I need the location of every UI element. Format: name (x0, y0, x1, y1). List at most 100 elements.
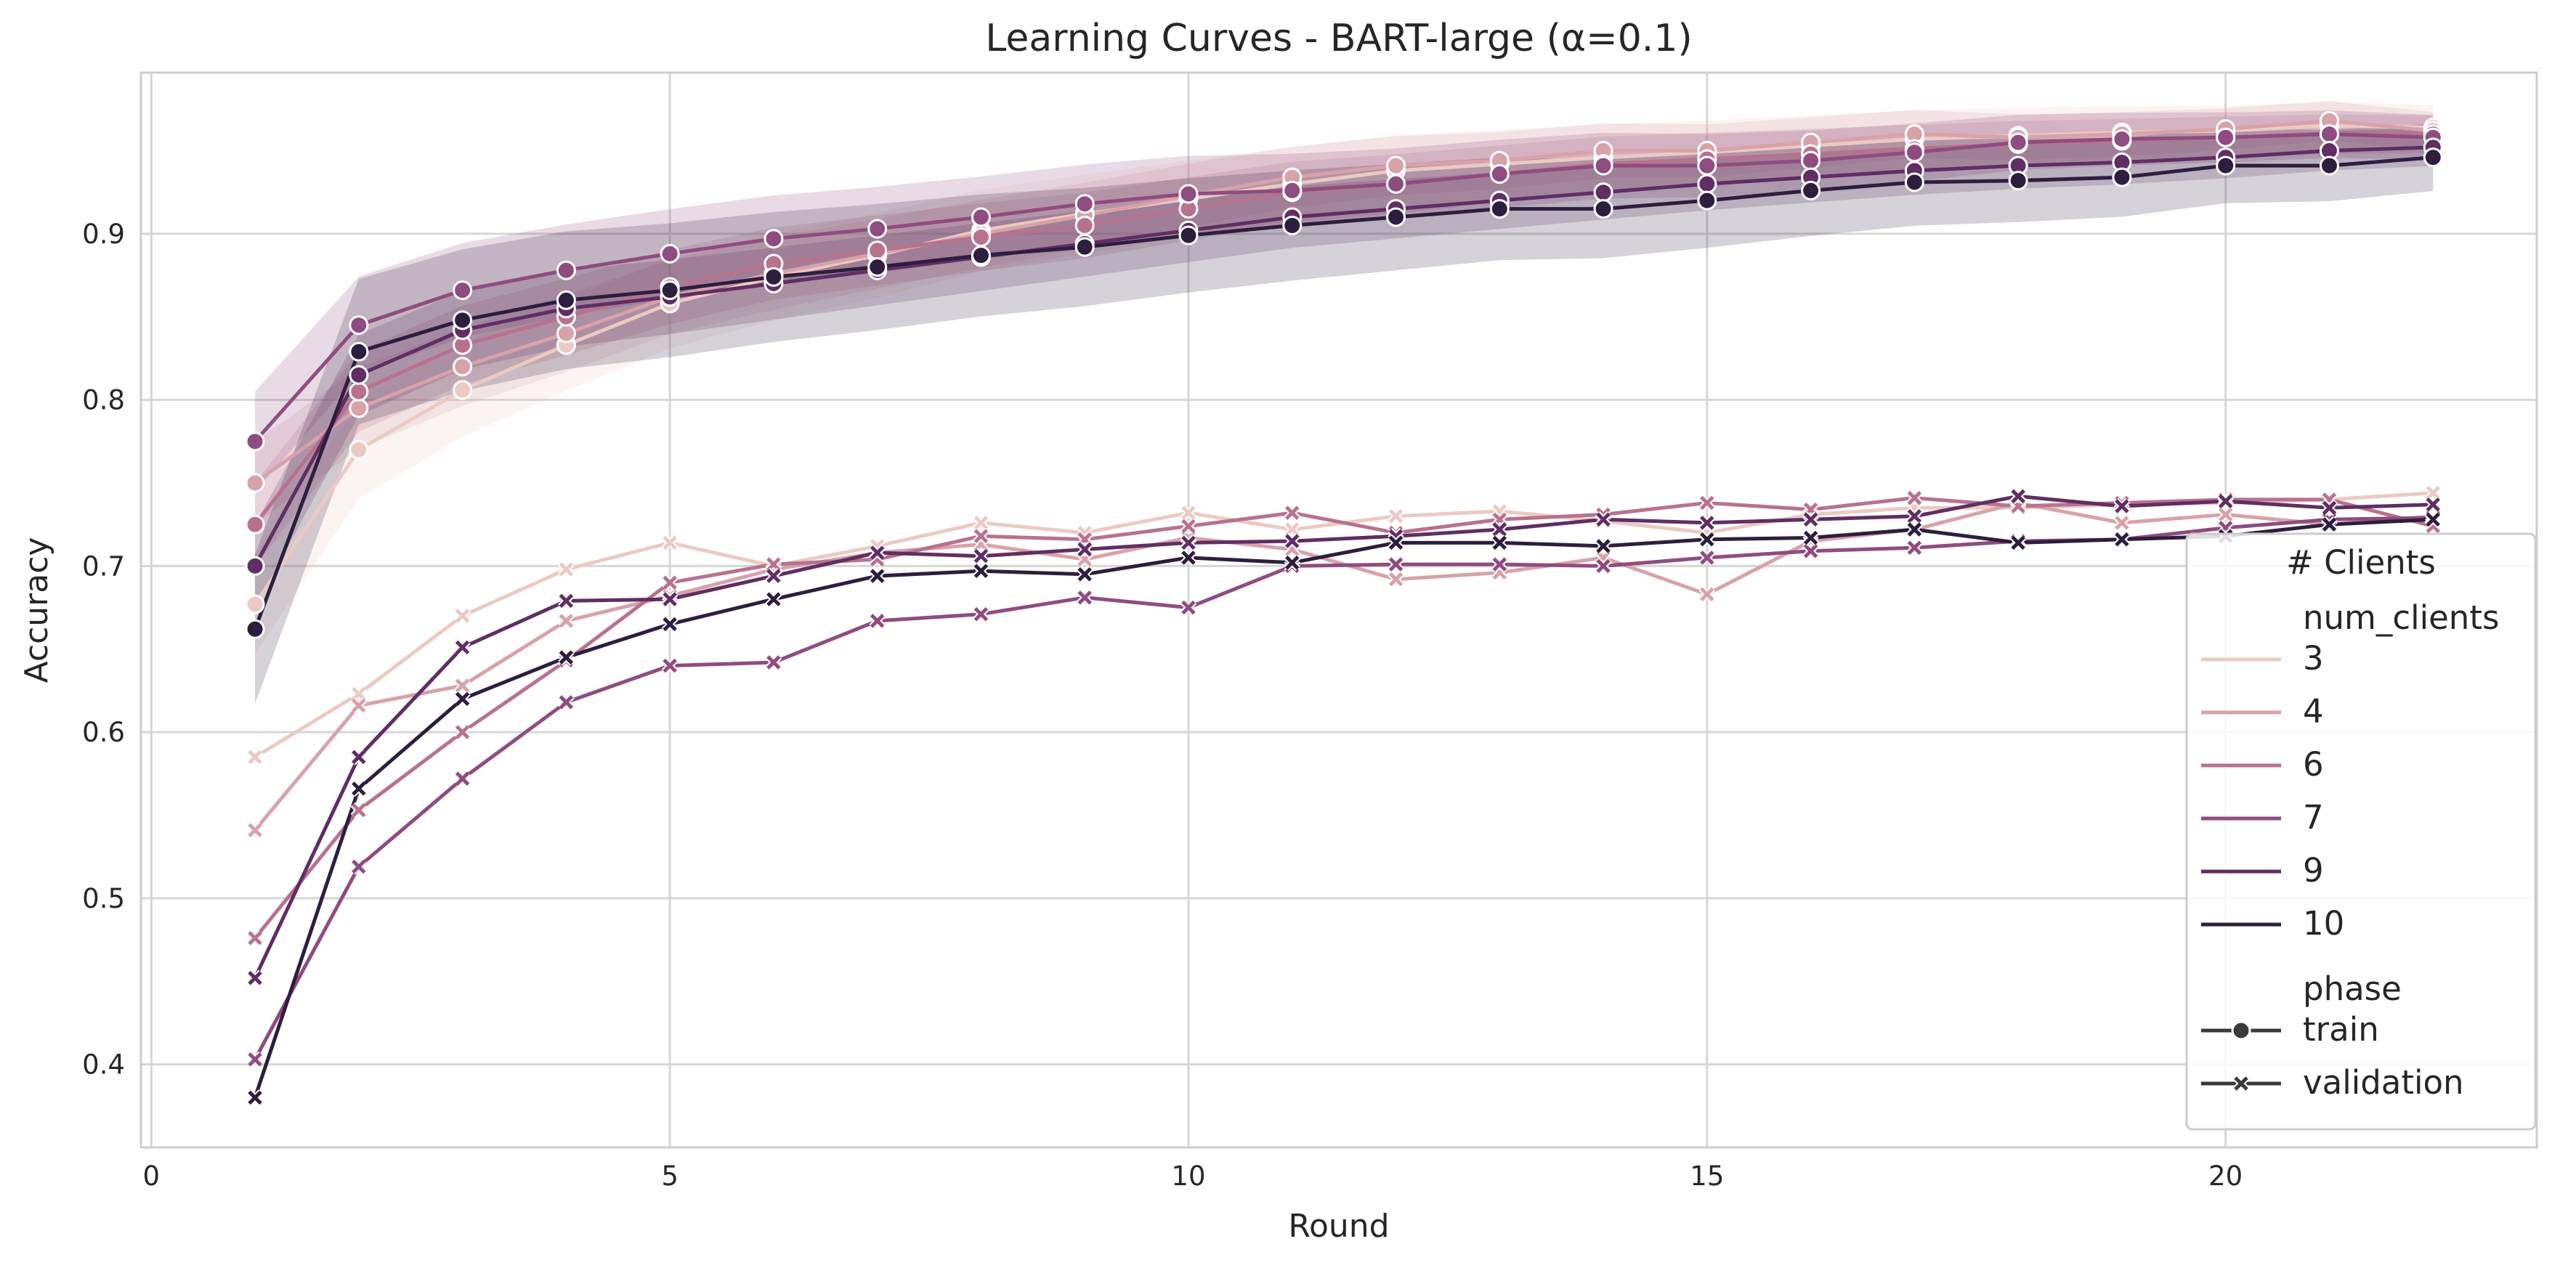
train-point-7-clients (245, 431, 265, 452)
validation-point-3-clients (454, 607, 471, 625)
train-line-4-clients (254, 118, 2434, 485)
validation-point-7-clients (1906, 540, 1923, 556)
legend-label-6: 6 (2303, 745, 2324, 784)
validation-point-4-clients (246, 821, 264, 839)
train-point-6-clients (971, 227, 991, 247)
train-point-10-clients (2423, 147, 2443, 168)
chart-title: Learning Curves - BART-large (α=0.1) (985, 17, 1692, 60)
validation-point-3-clients (661, 535, 679, 551)
validation-point-3-clients (2425, 484, 2442, 501)
validation-point-9-clients (1802, 511, 1819, 528)
validation-point-7-clients (1595, 558, 1612, 574)
x-tick-label: 10 (1171, 1161, 1205, 1192)
train-point-10-clients (1593, 199, 1613, 219)
confidence-band-7-clients (255, 110, 2434, 492)
series-lines (253, 118, 2434, 1099)
validation-point-10-clients (2009, 535, 2027, 551)
validation-point-3-clients (1180, 505, 1197, 521)
train-point-10-clients (556, 290, 576, 310)
y-axis-label: Accuracy (18, 537, 55, 683)
y-tick-label: 0.5 (82, 883, 125, 914)
train-point-4-clients (349, 398, 369, 418)
validation-point-7-clients (350, 858, 368, 875)
validation-point-9-clients (765, 567, 782, 585)
validation-point-7-clients (246, 1051, 264, 1068)
train-line-7-clients (254, 132, 2434, 443)
train-point-10-clients (764, 267, 784, 287)
validation-point-4-clients (350, 697, 368, 714)
validation-point-9-clients (1491, 521, 1508, 538)
validation-point-6-clients (973, 528, 989, 545)
validation-point-10-clients (1180, 549, 1197, 566)
train-point-3-clients (453, 380, 473, 400)
legend-marker-train (2231, 1020, 2251, 1041)
legend-label-10: 10 (2303, 904, 2344, 943)
validation-point-7-clients (1388, 556, 1404, 573)
validation-point-10-clients (765, 590, 782, 608)
train-point-10-clients (2112, 167, 2132, 187)
train-point-3-clients (245, 594, 265, 614)
validation-point-6-clients (1284, 505, 1300, 521)
validation-point-6-clients (661, 574, 679, 591)
validation-point-4-clients (1388, 571, 1404, 588)
train-point-7-clients (2216, 127, 2236, 147)
train-point-6-clients (349, 381, 369, 402)
train-point-10-clients (1904, 172, 1924, 192)
validation-point-9-clients (2217, 492, 2234, 510)
legend-hue-title: num_clients (2303, 598, 2499, 637)
y-tick-label: 0.7 (82, 550, 125, 582)
train-point-10-clients (1178, 225, 1199, 245)
train-point-10-clients (971, 245, 991, 266)
series-markers (245, 110, 2443, 1106)
validation-point-3-clients (350, 686, 368, 702)
train-point-7-clients (1697, 155, 1717, 176)
train-point-9-clients (245, 556, 265, 576)
train-point-10-clients (2008, 171, 2028, 191)
validation-point-9-clients (246, 970, 264, 986)
validation-point-10-clients (246, 1089, 264, 1106)
legend-label-3: 3 (2303, 639, 2324, 678)
validation-point-10-clients (1698, 531, 1716, 548)
validation-point-4-clients (558, 612, 575, 630)
train-point-7-clients (660, 243, 680, 264)
train-point-7-clients (2319, 124, 2339, 145)
validation-point-10-clients (454, 691, 471, 707)
y-tick-label: 0.6 (82, 717, 125, 748)
x-tick-label: 20 (2208, 1161, 2243, 1192)
validation-point-10-clients (2425, 511, 2442, 528)
train-point-7-clients (349, 315, 369, 336)
train-point-7-clients (1801, 150, 1821, 171)
validation-point-7-clients (1077, 589, 1093, 606)
validation-point-6-clients (1180, 518, 1197, 535)
validation-point-10-clients (558, 649, 575, 666)
train-point-7-clients (453, 280, 473, 301)
tick-labels: 0 5 10 15 20 0.4 0.5 0.6 0.7 0.8 0.9 (82, 219, 2243, 1192)
legend-box (2185, 532, 2537, 1131)
validation-point-10-clients (1906, 521, 1923, 538)
train-point-10-clients (453, 310, 473, 330)
x-axis-label: Round (1288, 1208, 1389, 1245)
validation-point-4-clients (2217, 506, 2234, 523)
validation-point-9-clients (1698, 514, 1716, 532)
validation-point-6-clients (1906, 489, 1923, 506)
train-point-6-clients (1074, 215, 1095, 235)
validation-point-3-clients (973, 514, 989, 532)
legend-label-train: train (2303, 1010, 2379, 1049)
train-point-4-clients (245, 473, 265, 493)
validation-point-9-clients (558, 593, 575, 609)
validation-point-10-clients (1491, 535, 1508, 551)
train-point-3-clients (349, 439, 369, 460)
validation-point-6-clients (454, 723, 471, 741)
train-point-10-clients (1282, 215, 1303, 235)
train-point-7-clients (2008, 132, 2028, 153)
validation-line-9-clients (253, 494, 2434, 979)
train-point-7-clients (1489, 164, 1510, 184)
validation-point-10-clients (1802, 529, 1819, 546)
validation-point-7-clients (1491, 556, 1508, 573)
validation-point-3-clients (246, 749, 264, 765)
train-point-10-clients (1386, 207, 1406, 227)
y-tick-label: 0.4 (82, 1049, 125, 1081)
x-tick-label: 0 (143, 1161, 161, 1192)
validation-point-10-clients (1595, 537, 1612, 555)
train-point-7-clients (1593, 155, 1613, 176)
